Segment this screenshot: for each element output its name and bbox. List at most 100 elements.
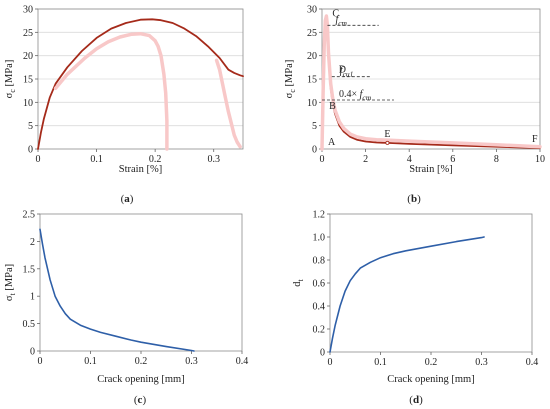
x-axis-title: Strain [%] — [409, 164, 452, 175]
y-tick-label: 10 — [23, 98, 33, 109]
y-axis-title-unit: [MPa] — [284, 60, 295, 89]
panel-a-stress-strain: 0 0.1 0.2 0.3 0 5 10 15 20 25 30 Strain [%] σc [MPa]… — [4, 5, 244, 205]
x-tick-label: 0.4 — [236, 356, 249, 367]
x-tick-label: 0.2 — [425, 357, 438, 368]
x-tick-label: 0.3 — [475, 357, 488, 368]
y-axis-title-main: d — [292, 281, 303, 287]
point-label: D — [339, 65, 346, 76]
y-tick-label: 0 — [312, 145, 317, 156]
panel-caption: (b) — [407, 193, 421, 205]
panel-caption-open: ( — [121, 193, 125, 205]
panel-caption: (c) — [134, 394, 147, 406]
annotation-label: fcu1 — [340, 66, 354, 79]
annotation-prefix: 0.4× — [339, 89, 360, 100]
y-tick-label: 15 — [307, 75, 317, 86]
x-axis-title: Crack opening [mm] — [387, 374, 474, 385]
x-tick-label: 0 — [36, 154, 41, 165]
y-tick-label: 20 — [23, 51, 33, 62]
panel-caption-letter: c — [138, 394, 143, 406]
x-tick-label: 0.4 — [526, 357, 539, 368]
panel-caption-close: ) — [130, 193, 134, 205]
series-line-envelope — [214, 58, 242, 149]
x-tick-label: 0 — [328, 357, 333, 368]
y-tick-label: 0.5 — [23, 319, 36, 330]
y-axis-title: σc [MPa] — [4, 60, 17, 99]
y-tick-label: 0.4 — [313, 302, 326, 313]
x-tick-label: 0.3 — [207, 154, 220, 165]
panel-caption: (d) — [409, 394, 423, 406]
x-tick-label: 0 — [38, 356, 43, 367]
y-axis-title-unit: [MPa] — [4, 264, 15, 293]
plot-frame — [39, 213, 243, 352]
y-tick-label: 0 — [30, 347, 35, 358]
annotation-sub: cm — [362, 93, 371, 102]
y-axis-title-main: σ — [284, 92, 295, 98]
y-axis-title-sub: t — [296, 278, 305, 281]
point-label: B — [329, 101, 336, 112]
panel-caption: (a) — [121, 193, 134, 205]
series-line-tension — [329, 236, 485, 353]
y-axis-title-main: σ — [4, 295, 15, 301]
y-tick-label: 25 — [23, 28, 33, 39]
y-tick-label: 10 — [307, 98, 317, 109]
y-tick-label: 0 — [320, 348, 325, 359]
y-tick-label: 25 — [307, 28, 317, 39]
panel-c-tension-softening: 0 0.1 0.2 0.3 0.4 0 0.5 1 1.5 2 2.5 Crack opening [… — [4, 210, 248, 407]
y-tick-label: 30 — [307, 5, 317, 16]
y-tick-label: 0.6 — [313, 279, 326, 290]
panel-caption-close: ) — [419, 394, 423, 406]
x-tick-label: 2 — [363, 154, 368, 165]
annotation-label-sub: cm — [338, 18, 347, 27]
y-axis-title: σc [MPa] — [284, 60, 297, 99]
panel-caption-letter: d — [413, 394, 419, 406]
y-tick-label: 0 — [28, 145, 33, 156]
y-tick-label: 2 — [30, 237, 35, 248]
x-tick-label: 4 — [407, 154, 412, 165]
x-axis-title: Crack opening [mm] — [97, 374, 184, 385]
y-tick-label: 0.8 — [313, 256, 326, 267]
series-line-model — [321, 18, 541, 150]
y-tick-label: 0.2 — [313, 325, 326, 336]
point-label: A — [328, 137, 336, 148]
x-axis-title: Strain [%] — [119, 164, 162, 175]
annotation-label-sub: cu1 — [343, 70, 354, 79]
y-tick-label: 5 — [28, 121, 33, 132]
point-label: F — [532, 134, 538, 145]
y-axis-title-main: σ — [4, 92, 15, 98]
x-tick-label: 0.2 — [135, 356, 148, 367]
point-label: E — [384, 129, 390, 140]
panel-caption-open: ( — [407, 193, 411, 205]
y-tick-label: 15 — [23, 75, 33, 86]
y-axis-title-unit: [MPa] — [4, 60, 15, 89]
annotation-label: fcm — [335, 14, 347, 27]
x-tick-label: 10 — [535, 154, 545, 165]
series-line-envelope — [53, 31, 169, 151]
y-tick-label: 1 — [30, 292, 35, 303]
x-tick-label: 0.3 — [185, 356, 198, 367]
y-tick-label: 1.5 — [23, 264, 36, 275]
x-tick-label: 0.1 — [90, 154, 103, 165]
y-axis-title-sub: c — [8, 89, 17, 93]
y-tick-label: 30 — [23, 5, 33, 16]
x-tick-label: 6 — [450, 154, 455, 165]
plot-frame — [329, 213, 533, 353]
y-tick-label: 1.2 — [313, 210, 326, 221]
y-tick-label: 20 — [307, 51, 317, 62]
series-line-tension — [39, 228, 195, 352]
annotation-label-main: f — [335, 14, 339, 25]
panel-caption-letter: a — [124, 193, 130, 205]
series-line-model — [37, 18, 244, 150]
x-tick-label: 0.1 — [374, 357, 387, 368]
panel-caption-close: ) — [142, 394, 146, 406]
panel-caption-close: ) — [417, 193, 421, 205]
point-label: C — [332, 8, 339, 19]
panel-d-tension-damage: 0 0.1 0.2 0.3 0.4 0 0.2 0.4 0.6 0.8 1.0 1.2 Crack op… — [292, 210, 538, 407]
x-tick-label: 8 — [494, 154, 499, 165]
y-tick-label: 5 — [312, 121, 317, 132]
annotation-main: f — [360, 89, 364, 100]
panel-caption-open: ( — [409, 394, 413, 406]
series-line-envelope — [320, 14, 542, 151]
y-axis-title-sub: t — [8, 292, 17, 295]
point-marker — [385, 140, 390, 145]
